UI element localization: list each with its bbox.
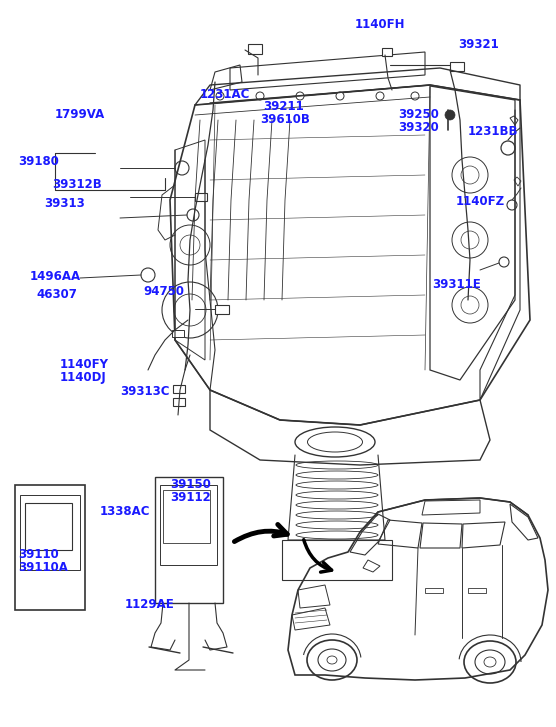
Circle shape <box>256 92 264 100</box>
Text: 39311E: 39311E <box>432 278 481 291</box>
Text: 94750: 94750 <box>143 285 184 298</box>
Circle shape <box>411 92 419 100</box>
Text: 39211: 39211 <box>263 100 304 113</box>
Bar <box>173 385 185 393</box>
Text: 39150: 39150 <box>170 478 211 491</box>
Circle shape <box>336 92 344 100</box>
Text: 46307: 46307 <box>36 288 77 301</box>
Bar <box>173 398 185 406</box>
Bar <box>215 305 229 314</box>
Text: 39180: 39180 <box>18 155 59 168</box>
Bar <box>468 588 486 593</box>
Bar <box>425 588 443 593</box>
Circle shape <box>445 110 455 120</box>
Text: 39321: 39321 <box>458 38 499 51</box>
Text: 39313: 39313 <box>44 197 85 210</box>
Bar <box>248 44 262 54</box>
Text: 1140FH: 1140FH <box>355 18 405 31</box>
Text: 1496AA: 1496AA <box>30 270 81 283</box>
Text: 1231BB: 1231BB <box>468 125 519 138</box>
Text: 39110: 39110 <box>18 548 59 561</box>
Bar <box>382 48 392 56</box>
Text: 1338AC: 1338AC <box>100 505 151 518</box>
Bar <box>450 62 464 71</box>
Bar <box>172 330 184 337</box>
Text: 39610B: 39610B <box>260 113 310 126</box>
Text: 39320: 39320 <box>398 121 439 134</box>
Text: 1231AC: 1231AC <box>200 88 250 101</box>
Bar <box>195 193 207 201</box>
Circle shape <box>296 92 304 100</box>
Text: 1140FY: 1140FY <box>60 358 109 371</box>
Text: 1129AE: 1129AE <box>125 598 175 611</box>
Text: 1140DJ: 1140DJ <box>60 371 107 384</box>
Text: 39250: 39250 <box>398 108 439 121</box>
Text: 1799VA: 1799VA <box>55 108 105 121</box>
Circle shape <box>376 92 384 100</box>
Circle shape <box>216 92 224 100</box>
Text: 39112: 39112 <box>170 491 211 504</box>
Text: 39312B: 39312B <box>52 178 102 191</box>
Text: 39313C: 39313C <box>120 385 170 398</box>
Text: 39110A: 39110A <box>18 561 68 574</box>
Text: 1140FZ: 1140FZ <box>456 195 505 208</box>
